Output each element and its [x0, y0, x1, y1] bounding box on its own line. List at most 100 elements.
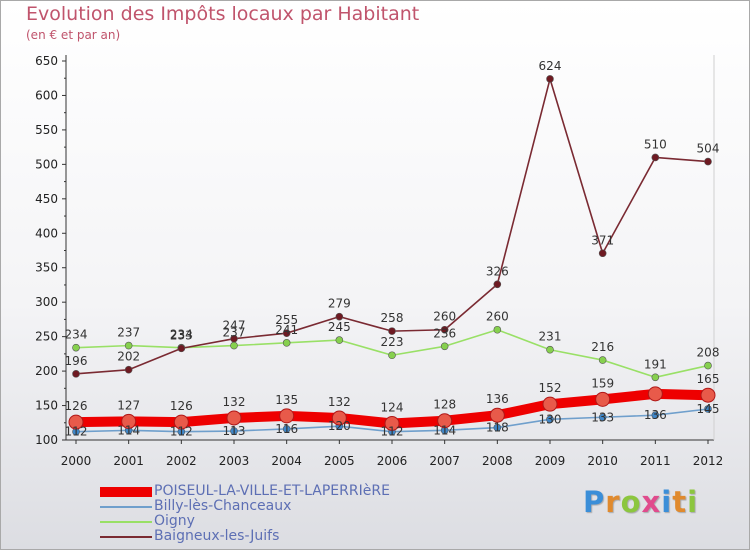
logo-letter: i	[661, 485, 673, 519]
data-label: 237	[223, 326, 246, 340]
chart-subtitle: (en € et par an)	[26, 28, 121, 42]
data-point	[704, 361, 712, 370]
data-label: 135	[275, 393, 298, 407]
data-point	[546, 345, 554, 354]
x-tick-label: 2007	[429, 454, 460, 468]
data-label: 245	[328, 320, 351, 334]
data-point	[279, 408, 295, 424]
legend-item: Billy-lès-Chanceaux	[100, 499, 390, 514]
y-tick-label: 350	[35, 261, 58, 275]
legend-item: Oigny	[100, 514, 390, 529]
data-point	[651, 153, 660, 162]
data-label: 255	[275, 313, 298, 327]
data-label: 234	[65, 328, 88, 342]
data-point	[173, 414, 189, 430]
data-point	[388, 327, 396, 335]
legend-label: Baigneux-les-Juifs	[154, 528, 280, 544]
data-label: 130	[539, 412, 562, 426]
data-label: 127	[117, 398, 140, 412]
data-label: 165	[697, 372, 720, 386]
data-point	[282, 425, 291, 433]
data-point	[437, 413, 453, 429]
legend-item: POISEUL-LA-VILLE-ET-LAPERRIèRE	[100, 484, 390, 499]
data-label: 258	[381, 311, 404, 325]
data-point	[489, 407, 505, 423]
data-label: 114	[433, 423, 456, 437]
y-tick-label: 450	[35, 192, 58, 206]
y-tick-label: 250	[35, 330, 58, 344]
data-point	[546, 75, 554, 83]
x-tick-label: 2000	[61, 454, 92, 468]
legend-item: Baigneux-les-Juifs	[100, 529, 390, 544]
data-label: 260	[433, 310, 456, 324]
data-point	[598, 249, 607, 258]
data-point	[124, 365, 133, 374]
x-tick-label: 2011	[640, 454, 671, 468]
data-label: 371	[591, 233, 614, 247]
legend-swatch	[100, 520, 152, 523]
data-label: 128	[433, 398, 456, 412]
data-label: 504	[697, 142, 720, 156]
data-label: 233	[170, 328, 193, 342]
data-label: 223	[381, 335, 404, 349]
data-point	[595, 391, 611, 407]
data-point	[493, 325, 502, 334]
data-label: 237	[117, 326, 140, 340]
x-tick-label: 2003	[219, 454, 250, 468]
data-label: 112	[65, 425, 88, 439]
data-label: 114	[117, 423, 140, 437]
legend-swatch	[100, 535, 152, 538]
data-label: 136	[486, 392, 509, 406]
data-point	[72, 370, 80, 378]
data-point	[124, 341, 133, 350]
x-tick-label: 2002	[166, 454, 197, 468]
data-label: 326	[486, 264, 509, 278]
data-label: 216	[591, 340, 614, 354]
y-tick-label: 200	[35, 364, 58, 378]
data-label: 132	[328, 395, 351, 409]
data-point	[647, 386, 663, 402]
y-tick-label: 500	[35, 157, 58, 171]
legend-swatch	[100, 505, 152, 508]
data-label: 136	[644, 408, 667, 422]
legend-swatch	[100, 486, 152, 497]
data-label: 116	[275, 422, 298, 436]
logo-letter: t	[672, 485, 688, 519]
data-point	[72, 343, 80, 352]
data-point	[651, 373, 660, 382]
data-point	[230, 334, 238, 343]
x-tick-label: 2006	[377, 454, 408, 468]
y-tick-label: 100	[35, 433, 58, 447]
data-point	[384, 415, 400, 431]
data-point	[282, 339, 291, 347]
data-label: 191	[644, 357, 667, 371]
data-label: 231	[539, 330, 562, 344]
data-point	[440, 325, 449, 334]
y-tick-label: 650	[35, 54, 58, 68]
data-point	[440, 342, 449, 351]
data-point	[704, 157, 712, 166]
data-label: 247	[223, 319, 246, 333]
data-label: 133	[591, 410, 614, 424]
logo-letter: o	[620, 485, 642, 519]
x-tick-label: 2008	[482, 454, 513, 468]
data-label: 510	[644, 137, 667, 151]
x-tick-label: 2012	[693, 454, 724, 468]
data-point	[700, 387, 716, 403]
data-point	[177, 344, 186, 353]
data-point	[282, 329, 291, 337]
data-label: 260	[486, 310, 509, 324]
legend-label: POISEUL-LA-VILLE-ET-LAPERRIèRE	[154, 483, 390, 499]
data-label: 208	[697, 346, 720, 360]
legend-label: Billy-lès-Chanceaux	[154, 498, 292, 514]
data-label: 132	[223, 395, 246, 409]
data-label: 152	[539, 381, 562, 395]
data-point	[542, 396, 558, 412]
legend-label: Oigny	[154, 513, 195, 529]
data-point	[388, 351, 396, 360]
data-point	[651, 411, 660, 419]
data-point	[331, 410, 347, 426]
x-tick-label: 2005	[324, 454, 355, 468]
